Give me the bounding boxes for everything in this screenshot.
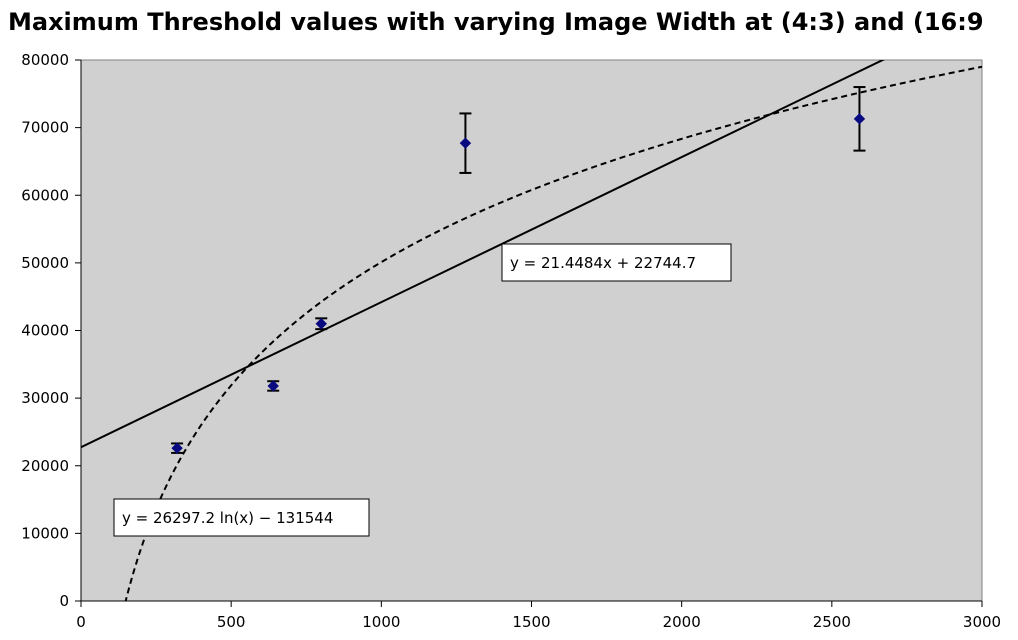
y-tick-label: 40000 [21, 322, 69, 340]
linear-equation-label: y = 21.4484x + 22744.7 [501, 243, 732, 282]
data-point [853, 113, 866, 125]
trendline-layer [81, 60, 982, 601]
x-tick-label: 500 [217, 613, 246, 631]
y-tick-label: 10000 [21, 524, 69, 542]
x-tick-label: 1500 [512, 613, 550, 631]
x-tick-label: 2000 [663, 613, 701, 631]
log-equation-label: y = 26297.2 ln(x) − 131544 [113, 498, 370, 537]
x-tick-label: 0 [76, 613, 86, 631]
data-point [171, 442, 183, 454]
x-tick-label: 2500 [813, 613, 851, 631]
x-tick-label: 1000 [362, 613, 400, 631]
chart-title: Maximum Threshold values with varying Im… [8, 8, 984, 36]
data-point [315, 318, 327, 330]
data-point [459, 137, 472, 149]
axis-layer: 0 500 1000 1500 2000 2500 30000100002000030000… [21, 51, 1001, 631]
equation-labels: y = 21.4484x + 22744.7 y = 26297.2 ln(x) … [113, 243, 732, 537]
equation-text: y = 26297.2 ln(x) − 131544 [122, 509, 333, 527]
point-layer [171, 113, 866, 454]
y-tick-label: 20000 [21, 457, 69, 475]
x-tick-label: 3000 [963, 613, 1001, 631]
log-trendline [124, 65, 982, 601]
linear-trendline [81, 60, 886, 449]
y-tick-label: 30000 [21, 389, 69, 407]
y-tick-label: 60000 [21, 186, 69, 204]
y-tick-label: 0 [59, 592, 69, 610]
data-point [267, 380, 279, 392]
y-tick-label: 80000 [21, 51, 69, 69]
y-tick-label: 50000 [21, 254, 69, 272]
y-tick-label: 70000 [21, 119, 69, 137]
equation-text: y = 21.4484x + 22744.7 [510, 254, 696, 272]
